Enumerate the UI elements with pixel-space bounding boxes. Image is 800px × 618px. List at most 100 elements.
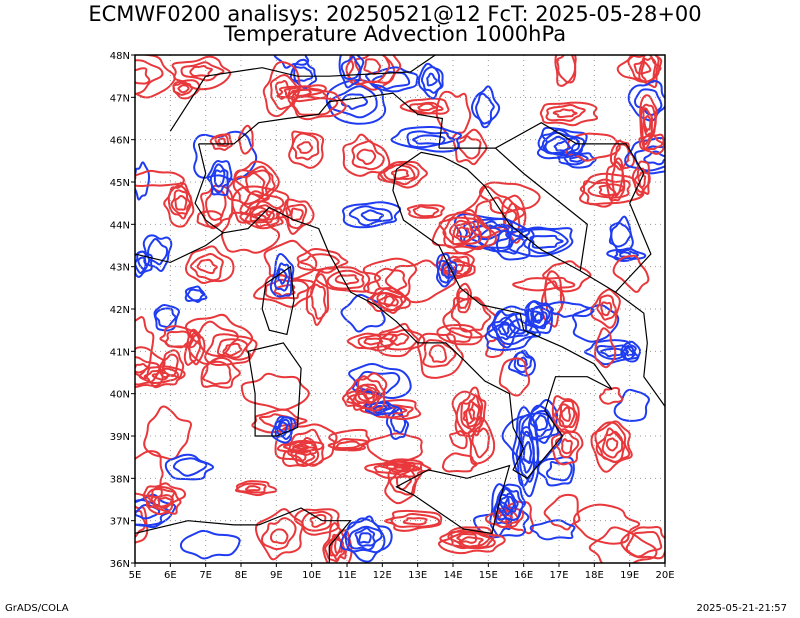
warm-advection-contour: [362, 257, 418, 299]
lon-tick-label: 17E: [549, 570, 568, 581]
warm-advection-contour: [135, 316, 155, 374]
warm-advection-contour: [449, 430, 468, 450]
cold-advection-contour: [545, 460, 573, 482]
warm-advection-contour: [174, 194, 188, 211]
warm-advection-contour: [240, 372, 310, 411]
warm-advection-contour: [293, 508, 340, 536]
warm-advection-contour: [457, 135, 482, 160]
cold-advection-contour: [186, 288, 205, 302]
warm-advection-contour: [189, 252, 224, 282]
warm-advection-contour: [512, 276, 576, 292]
warm-advection-contour: [452, 128, 488, 166]
cold-advection-contour: [624, 345, 635, 357]
warm-advection-contour: [159, 325, 202, 349]
lat-tick-label: 46N: [110, 136, 130, 147]
warm-advection-contour: [171, 55, 232, 91]
warm-advection-contour: [452, 222, 477, 243]
warm-advection-contour: [135, 169, 185, 187]
warm-advection-contour: [561, 438, 573, 455]
warm-advection-contour: [151, 371, 169, 381]
warm-advection-contour: [359, 399, 422, 421]
lon-tick-label: 19E: [620, 570, 639, 581]
warm-advection-contour: [244, 204, 280, 228]
cold-advection-contour: [529, 234, 564, 249]
sardinia-coastline: [247, 342, 302, 437]
warm-advection-contour: [638, 132, 665, 155]
cold-advection-contour: [390, 411, 407, 434]
cold-advection-contour: [154, 307, 177, 329]
warm-advection-contour: [605, 437, 619, 452]
warm-advection-contour: [416, 332, 464, 379]
cold-advection-contour: [355, 370, 401, 395]
coastline-borders: [135, 55, 665, 563]
warm-advection-contour: [282, 444, 320, 467]
cold-advection-contour: [536, 456, 575, 487]
warm-advection-contour: [378, 292, 399, 308]
lat-tick-label: 40N: [110, 390, 130, 401]
cold-advection-contour: [497, 320, 510, 336]
lon-tick-label: 18E: [585, 570, 604, 581]
cold-advection-contour: [420, 66, 442, 94]
warm-advection-contour: [249, 206, 275, 224]
warm-advection-contour: [422, 339, 457, 368]
lat-tick-labels: 36N 37N 38N 39N 40N 41N 42N 43N 44N 45N 46N 47N 48N: [110, 51, 135, 570]
warm-advection-contour: [152, 494, 174, 513]
warm-advection-contour: [135, 450, 164, 499]
cold-advection-contour: [620, 340, 642, 363]
cold-advection-contour: [340, 93, 368, 110]
warm-advection-contour: [498, 357, 531, 397]
warm-advection-contour: [274, 79, 291, 100]
warm-advection-contour: [345, 372, 388, 412]
warm-advection-contour: [328, 428, 370, 450]
lat-tick-label: 43N: [110, 263, 130, 274]
warm-advection-contour: [164, 330, 195, 349]
warm-advection-contour: [484, 507, 525, 529]
warm-advection-contour: [458, 536, 484, 549]
warm-advection-contour: [390, 512, 441, 528]
france-coastline: [135, 232, 224, 264]
cold-advection-contour: [358, 532, 372, 544]
cold-advection-contour: [436, 253, 458, 288]
cold-advection-contour: [192, 130, 258, 181]
warm-advection-contour: [192, 320, 239, 357]
warm-advection-contour: [554, 55, 577, 87]
cold-advection-contour: [505, 226, 574, 258]
cold-advection-contour: [563, 153, 589, 166]
warm-advection-contour: [595, 427, 626, 463]
warm-advection-contour: [436, 323, 483, 346]
warm-advection-contour: [600, 301, 613, 317]
cold-advection-contour: [501, 412, 563, 464]
warm-advection-contour: [572, 503, 641, 545]
cold-advection-contour: [354, 527, 376, 547]
warm-advection-contour: [283, 85, 323, 99]
warm-advection-contour: [384, 509, 443, 532]
cold-advection-contour: [269, 252, 295, 298]
cold-advection-contour: [508, 318, 528, 335]
warm-advection-contour: [417, 102, 437, 112]
cold-advection-contour: [172, 457, 208, 477]
warm-advection-contour: [274, 423, 338, 467]
cold-advection-contour: [179, 529, 241, 560]
lat-tick-label: 41N: [110, 347, 130, 358]
cold-advection-contour: [338, 55, 365, 89]
warm-advection-contour: [383, 295, 395, 306]
warm-advection-contour: [254, 508, 304, 561]
warm-advection-contour: [384, 259, 457, 304]
warm-advection-contour: [356, 148, 377, 166]
warm-advection-contour: [170, 189, 191, 215]
cold-advection-contour: [501, 312, 533, 339]
lon-tick-label: 20E: [655, 570, 674, 581]
warm-advection-contour: [594, 327, 617, 369]
warm-advection-contour: [625, 530, 663, 558]
warm-advection-contour: [234, 160, 280, 200]
lon-tick-label: 9E: [270, 570, 283, 581]
alpine-border: [198, 92, 444, 149]
tunisia-coastline: [258, 507, 352, 563]
cold-advection-contour: [273, 262, 291, 292]
cold-advection-contour: [360, 209, 385, 222]
warm-advection-contour: [612, 254, 650, 293]
warm-advection-contour: [204, 333, 258, 367]
warm-advection-contour: [260, 517, 297, 551]
warm-advection-contour: [543, 280, 563, 316]
chart-subtitle: Temperature Advection 1000hPa: [223, 22, 567, 46]
